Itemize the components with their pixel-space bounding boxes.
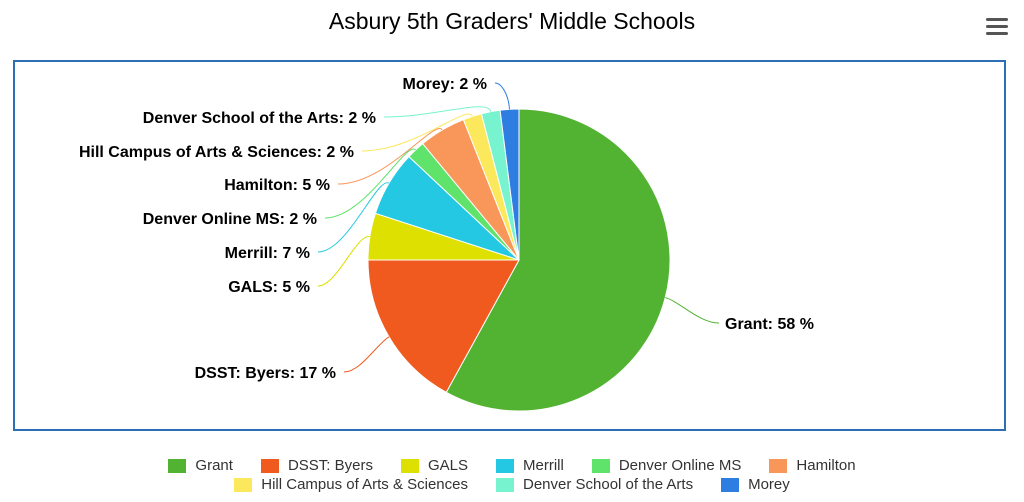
data-label: Hill Campus of Arts & Sciences: 2 % <box>79 144 354 161</box>
plot-area-frame <box>13 60 1006 431</box>
legend-swatch <box>400 458 419 473</box>
legend-item[interactable]: Hill Campus of Arts & Sciences <box>234 475 468 494</box>
data-label-connector <box>361 113 473 152</box>
data-label-connector <box>494 82 511 110</box>
data-label-connector <box>317 235 370 287</box>
data-label: Denver Online MS: 2 % <box>143 211 317 228</box>
legend-item[interactable]: DSST: Byers <box>260 456 373 475</box>
legend-item[interactable]: Denver Online MS <box>591 456 742 475</box>
legend-swatch <box>721 477 740 492</box>
legend-item[interactable]: Morey <box>721 475 790 494</box>
data-label-connector <box>317 182 390 253</box>
legend: Grant DSST: Byers GALS Merrill Denver Online… <box>0 456 1024 494</box>
legend-label: Hamilton <box>796 457 856 474</box>
legend-swatch <box>495 477 514 492</box>
legend-label: Denver School of the Arts <box>522 476 694 493</box>
hamburger-menu-icon-bar <box>986 32 1008 35</box>
legend-swatch <box>496 458 514 473</box>
legend-label: Grant <box>195 457 233 474</box>
legend-item[interactable]: Grant <box>168 456 233 475</box>
legend-label: DSST: Byers <box>287 457 373 474</box>
data-label: Hamilton: 5 % <box>224 177 330 194</box>
legend-item[interactable]: Merrill <box>496 456 564 475</box>
data-label-connector <box>324 148 416 219</box>
legend-label: GALS <box>427 457 468 474</box>
data-label-connector <box>343 336 390 373</box>
data-label: Denver School of the Arts: 2 % <box>143 110 376 127</box>
hamburger-menu-icon <box>986 18 1008 21</box>
hamburger-menu-icon-bar <box>986 25 1008 28</box>
data-label: DSST: Byers: 17 % <box>195 365 336 382</box>
chart-menu-button[interactable] <box>986 18 1008 38</box>
legend-swatch <box>591 458 610 473</box>
legend-swatch <box>168 458 187 473</box>
legend-item[interactable]: GALS <box>400 456 468 475</box>
data-label: GALS: 5 % <box>228 279 310 296</box>
data-label-connector <box>337 128 443 185</box>
data-label: Merrill: 7 % <box>225 245 310 262</box>
legend-swatch <box>234 477 253 492</box>
pie-slice-dsst-byers[interactable] <box>367 259 520 394</box>
legend-item[interactable]: Denver School of the Arts <box>495 475 694 494</box>
data-label-connector <box>665 297 720 324</box>
data-label-connector <box>383 106 492 118</box>
legend-swatch <box>260 458 279 473</box>
legend-label: Merrill <box>523 457 564 474</box>
legend-label: Morey <box>748 476 790 493</box>
pie-slice-morey[interactable] <box>499 108 520 261</box>
data-label: Morey: 2 % <box>403 76 487 93</box>
legend-label: Denver Online MS <box>618 457 742 474</box>
chart-title: Asbury 5th Graders' Middle Schools <box>328 8 696 34</box>
legend-item[interactable]: Hamilton <box>769 456 856 475</box>
legend-swatch <box>769 458 788 473</box>
data-label: Grant: 58 % <box>725 316 814 333</box>
legend-label: Hill Campus of Arts & Sciences <box>261 476 468 493</box>
